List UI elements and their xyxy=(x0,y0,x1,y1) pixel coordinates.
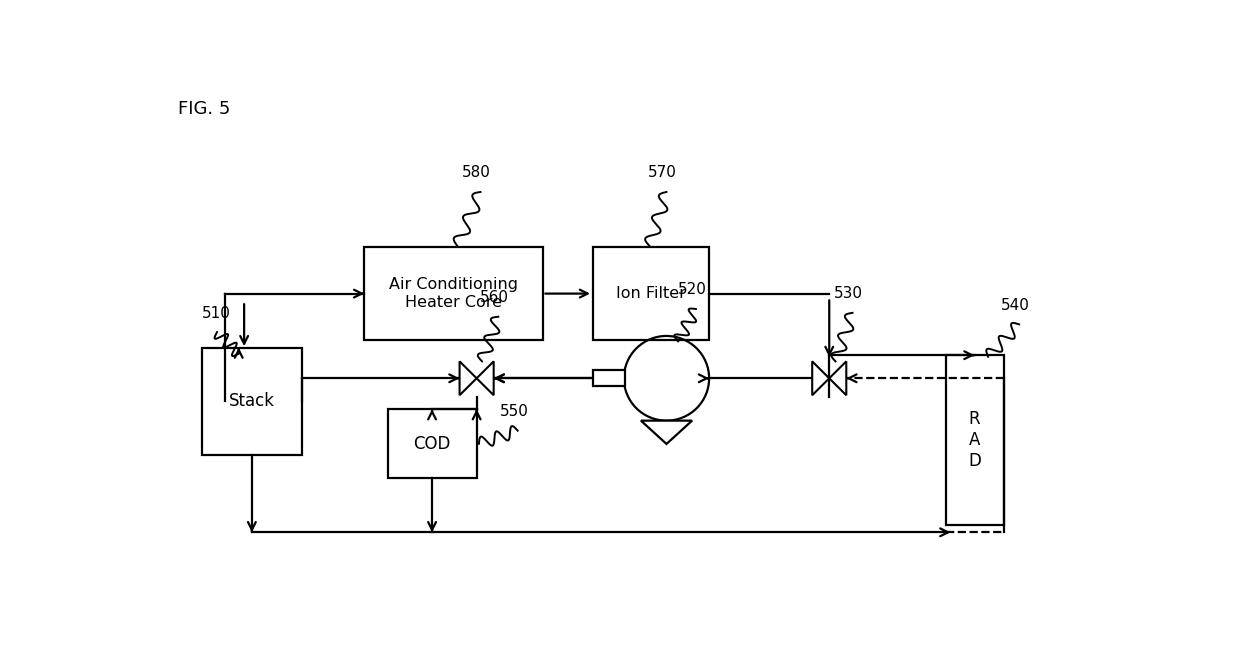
Polygon shape xyxy=(812,361,830,395)
FancyBboxPatch shape xyxy=(593,248,709,340)
Text: COD: COD xyxy=(413,435,451,453)
Text: 520: 520 xyxy=(677,283,707,298)
Text: Ion Filter: Ion Filter xyxy=(616,286,686,301)
Text: 510: 510 xyxy=(201,306,231,320)
FancyBboxPatch shape xyxy=(387,409,476,478)
Text: 570: 570 xyxy=(649,165,677,181)
Bar xyxy=(594,370,625,386)
FancyBboxPatch shape xyxy=(365,248,543,340)
FancyBboxPatch shape xyxy=(201,348,303,455)
Text: 550: 550 xyxy=(500,404,528,419)
Text: FIG. 5: FIG. 5 xyxy=(179,99,231,118)
Text: 580: 580 xyxy=(463,165,491,181)
Polygon shape xyxy=(460,361,476,395)
Polygon shape xyxy=(830,361,847,395)
Text: 560: 560 xyxy=(480,290,508,305)
Text: Stack: Stack xyxy=(229,393,275,410)
Polygon shape xyxy=(476,361,494,395)
FancyBboxPatch shape xyxy=(945,355,1003,525)
Text: Air Conditioning
Heater Core: Air Conditioning Heater Core xyxy=(389,278,518,310)
Polygon shape xyxy=(641,421,692,444)
Text: 540: 540 xyxy=(1001,298,1029,313)
Text: R
A
D: R A D xyxy=(968,410,981,470)
Text: 530: 530 xyxy=(835,286,863,302)
